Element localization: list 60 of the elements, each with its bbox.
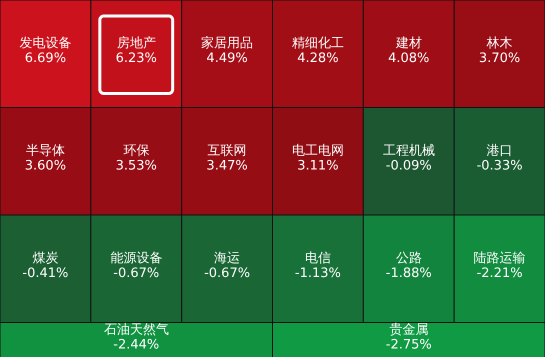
category-label: 电信 xyxy=(304,250,331,266)
cell: 发电设备 6.69% xyxy=(0,0,92,108)
category-label: 港口 xyxy=(486,143,513,158)
data-label: 3.70% xyxy=(478,50,520,66)
cell: 港口 -0.33% xyxy=(454,107,545,216)
category-label: 陆路运输 xyxy=(474,250,526,266)
category-label: 精细化工 xyxy=(292,36,344,51)
cell: 林木 3.70% xyxy=(454,0,545,108)
category-label: 发电设备 xyxy=(19,36,72,51)
category-label: 公路 xyxy=(396,250,422,266)
category-label: 林木 xyxy=(486,36,513,51)
cell: 石油天然气 -2.44% xyxy=(0,322,273,357)
data-label: -2.75% xyxy=(386,338,432,352)
cell: 电信 -1.13% xyxy=(272,214,364,323)
data-label: 3.11% xyxy=(297,158,339,174)
category-label: 房地产 xyxy=(116,34,156,51)
data-label: 6.69% xyxy=(24,50,66,66)
cell: 陆路运输 -2.21% xyxy=(454,214,545,323)
category-label: 能源设备 xyxy=(110,250,162,266)
category-label: 环保 xyxy=(123,143,150,158)
data-label: 3.53% xyxy=(116,158,157,174)
cell: 公路 -1.88% xyxy=(362,214,455,323)
data-label: -1.13% xyxy=(294,266,341,281)
category-label: 贵金属 xyxy=(389,322,428,338)
data-label: 4.08% xyxy=(388,50,430,66)
category-label: 家居用品 xyxy=(201,34,254,51)
data-label: -0.09% xyxy=(386,158,432,174)
category-label: 互联网 xyxy=(208,143,247,158)
category-label: 半导体 xyxy=(26,143,65,158)
data-label: 4.28% xyxy=(297,50,339,66)
cell: 环保 3.53% xyxy=(90,107,182,216)
cell: 能源设备 -0.67% xyxy=(90,214,182,323)
cell: 煤炭 -0.41% xyxy=(0,214,92,323)
data-label: -0.41% xyxy=(22,266,68,281)
data-label: 6.23% xyxy=(116,50,157,66)
cell: 电工电网 3.11% xyxy=(272,107,364,216)
data-label: 3.47% xyxy=(206,158,248,174)
data-label: -0.67% xyxy=(204,266,250,281)
cell: 精细化工 4.28% xyxy=(272,0,364,108)
cell: 海运 -0.67% xyxy=(181,214,273,323)
category-label: 海运 xyxy=(214,250,240,266)
category-label: 工程机械 xyxy=(382,143,435,158)
category-label: 煤炭 xyxy=(32,250,58,266)
cell: 房地产 6.23% xyxy=(90,0,182,108)
data-label: -2.44% xyxy=(113,338,160,352)
category-label: 建材 xyxy=(394,36,422,51)
data-label: -2.21% xyxy=(476,266,523,281)
category-label: 石油天然气 xyxy=(104,322,169,338)
cell: 互联网 3.47% xyxy=(181,107,273,216)
cell: 半导体 3.60% xyxy=(0,107,92,216)
cell: 贵金属 -2.75% xyxy=(272,322,545,357)
category-label: 电工电网 xyxy=(292,143,344,158)
cell: 工程机械 -0.09% xyxy=(362,107,455,216)
data-label: -1.88% xyxy=(386,266,432,281)
cell: 建材 4.08% xyxy=(362,0,455,108)
data-label: -0.33% xyxy=(476,158,523,174)
data-label: 3.60% xyxy=(24,158,66,174)
cell: 家居用品 4.49% xyxy=(181,0,273,108)
data-label: -0.67% xyxy=(113,266,160,281)
data-label: 4.49% xyxy=(206,50,248,66)
